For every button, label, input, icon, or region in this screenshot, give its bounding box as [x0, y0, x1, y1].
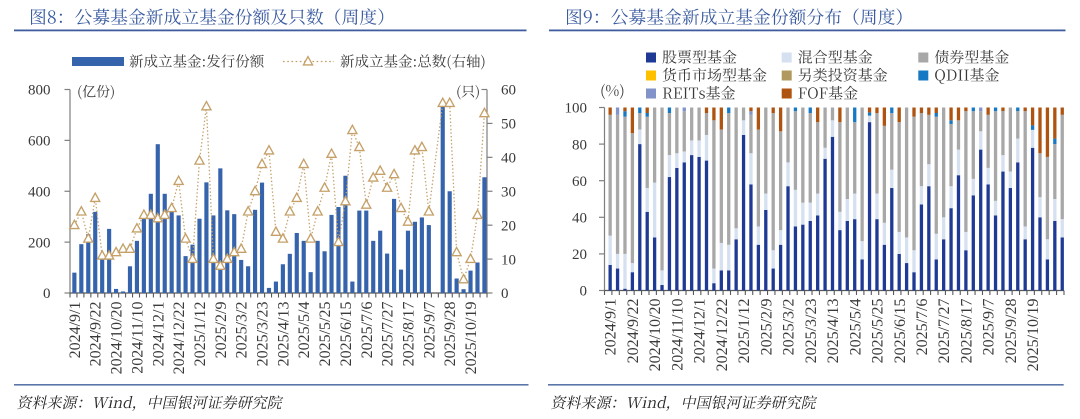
svg-text:2024/9/1: 2024/9/1 [67, 302, 84, 359]
svg-text:20: 20 [501, 218, 516, 234]
svg-text:2025/9/28: 2025/9/28 [1003, 299, 1020, 364]
svg-text:2025/9/7: 2025/9/7 [421, 302, 438, 359]
svg-text:2024/9/22: 2024/9/22 [88, 302, 105, 367]
svg-text:2024/11/10: 2024/11/10 [669, 299, 686, 371]
svg-text:2025/9/28: 2025/9/28 [442, 302, 459, 367]
svg-text:0: 0 [501, 286, 509, 302]
svg-text:2025/7/6: 2025/7/6 [914, 299, 931, 356]
svg-text:2025/2/9: 2025/2/9 [213, 302, 230, 359]
svg-text:2025/1/12: 2025/1/12 [192, 302, 209, 367]
svg-text:2025/7/27: 2025/7/27 [380, 302, 397, 367]
svg-text:80: 80 [572, 137, 587, 153]
svg-text:2025/3/23: 2025/3/23 [803, 299, 820, 364]
svg-text:2025/4/13: 2025/4/13 [275, 302, 292, 367]
svg-text:600: 600 [28, 134, 51, 150]
svg-text:2025/5/25: 2025/5/25 [870, 299, 887, 364]
svg-text:2025/9/7: 2025/9/7 [981, 299, 998, 356]
svg-text:2024/12/1: 2024/12/1 [692, 299, 709, 364]
svg-text:2024/12/22: 2024/12/22 [714, 299, 731, 372]
svg-text:2025/3/23: 2025/3/23 [255, 302, 272, 367]
svg-text:2025/3/2: 2025/3/2 [234, 302, 251, 359]
svg-text:2025/2/9: 2025/2/9 [758, 299, 775, 356]
svg-text:0: 0 [43, 286, 51, 302]
svg-text:800: 800 [28, 83, 51, 99]
svg-text:2025/10/19: 2025/10/19 [463, 302, 480, 375]
svg-text:2024/12/22: 2024/12/22 [171, 302, 188, 375]
svg-text:60: 60 [572, 174, 587, 190]
svg-text:0: 0 [580, 284, 588, 300]
svg-text:2025/7/6: 2025/7/6 [359, 302, 376, 359]
svg-text:40: 40 [572, 211, 587, 227]
svg-text:2025/10/19: 2025/10/19 [1025, 299, 1042, 372]
svg-text:2025/6/15: 2025/6/15 [892, 299, 909, 364]
svg-text:2025/8/17: 2025/8/17 [400, 302, 417, 367]
svg-text:2025/1/12: 2025/1/12 [736, 299, 753, 364]
svg-text:2025/8/17: 2025/8/17 [958, 299, 975, 364]
svg-text:2024/9/1: 2024/9/1 [603, 299, 620, 356]
svg-text:200: 200 [28, 235, 51, 251]
svg-text:400: 400 [28, 184, 51, 200]
svg-text:30: 30 [501, 184, 516, 200]
svg-text:10: 10 [501, 252, 516, 268]
svg-text:40: 40 [501, 151, 516, 167]
svg-text:2024/12/1: 2024/12/1 [150, 302, 167, 367]
svg-text:60: 60 [501, 83, 516, 99]
svg-text:2024/11/10: 2024/11/10 [129, 302, 146, 374]
svg-text:2025/6/15: 2025/6/15 [338, 302, 355, 367]
svg-text:2024/10/20: 2024/10/20 [647, 299, 664, 372]
svg-text:2025/5/4: 2025/5/4 [296, 302, 313, 359]
svg-text:2025/7/27: 2025/7/27 [936, 299, 953, 364]
svg-text:2025/5/4: 2025/5/4 [847, 299, 864, 356]
svg-text:20: 20 [572, 247, 587, 263]
svg-text:2024/9/22: 2024/9/22 [625, 299, 642, 364]
svg-text:50: 50 [501, 117, 516, 133]
svg-text:2025/3/2: 2025/3/2 [781, 299, 798, 356]
svg-text:2024/10/20: 2024/10/20 [109, 302, 126, 375]
svg-text:100: 100 [565, 101, 588, 117]
svg-text:2025/5/25: 2025/5/25 [317, 302, 334, 367]
svg-text:2025/4/13: 2025/4/13 [825, 299, 842, 364]
